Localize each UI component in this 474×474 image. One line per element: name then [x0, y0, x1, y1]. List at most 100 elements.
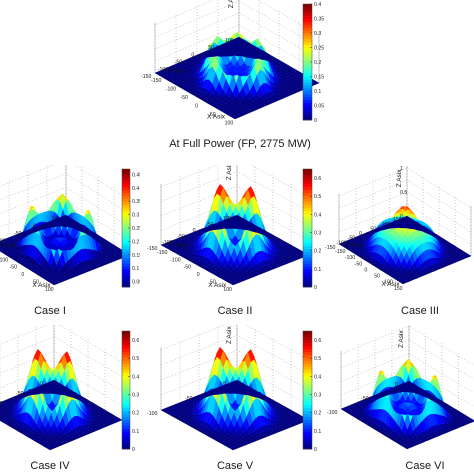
- colorbar-tick-label: 0: [314, 447, 317, 453]
- surface: [340, 358, 474, 450]
- surface: [160, 347, 310, 451]
- colorbar-step: [122, 204, 130, 208]
- colorbar-step: [303, 425, 312, 429]
- colorbar-step: [303, 207, 312, 211]
- y-tick-label: 50: [208, 45, 214, 51]
- x-tick-label: -50: [180, 95, 188, 101]
- colorbar-tick-label: 0: [314, 118, 317, 124]
- colorbar-step: [122, 416, 130, 420]
- colorbar-step: [303, 225, 312, 229]
- grid-line: [340, 353, 474, 394]
- colorbar-frame: [121, 330, 131, 450]
- surface: [0, 349, 123, 451]
- colorbar-step: [303, 183, 312, 188]
- colorbar-step: [122, 257, 130, 261]
- z-axis-label: Z Asix: [398, 330, 405, 348]
- x-tick-label: -50: [183, 265, 191, 271]
- y-tick-label: 100: [223, 216, 232, 222]
- colorbar-step: [303, 210, 312, 214]
- x-tick-label: -150: [335, 249, 345, 255]
- z-tick-label: 0: [400, 214, 403, 220]
- colorbar-step: [303, 419, 312, 423]
- colorbar-step: [303, 222, 312, 226]
- colorbar: 0 0.1 0.2 0.3 0.4 0.5 0.6: [302, 330, 321, 453]
- colorbar-tick-label: 0.25: [132, 226, 140, 232]
- colorbar-tick-label: 0.45: [132, 172, 140, 178]
- grid-line: [0, 173, 131, 214]
- colorbar-step: [303, 440, 312, 444]
- colorbar-step: [303, 260, 312, 264]
- caption-case-ii: Case II: [217, 305, 253, 317]
- surface-chart-case-iii: -150-100-50050100150150100500-50-100-150…: [325, 165, 472, 292]
- colorbar-step: [122, 333, 130, 338]
- grid-line: [160, 156, 310, 198]
- colorbar-step: [303, 177, 312, 182]
- colorbar-tick-label: 0.6: [314, 338, 321, 344]
- colorbar-step: [122, 369, 130, 373]
- colorbar-step: [303, 372, 312, 376]
- y-tick-label: 0: [33, 224, 36, 230]
- colorbar-tick-label: 0.4: [314, 212, 321, 218]
- colorbar-step: [303, 73, 312, 77]
- colorbar-tick-label: 0.35: [314, 17, 324, 23]
- colorbar-tick-label: 0.2: [314, 60, 321, 66]
- colorbar-step: [122, 342, 130, 347]
- x-axis-label: X Asix: [208, 282, 227, 289]
- axis-labels: X Asix Y Asix: [0, 242, 51, 289]
- colorbar-step: [122, 254, 130, 258]
- colorbar-step: [303, 79, 312, 83]
- y-tick-label: 100: [225, 38, 234, 44]
- surface-patch: [62, 214, 69, 219]
- colorbar-tick-label: 0.25: [314, 46, 324, 52]
- colorbar: 0.05 0.1 0.15 0.2 0.25 0.3 0.35 0.4 0.45: [121, 168, 142, 288]
- colorbar-step: [303, 35, 312, 40]
- y-tick-label: -50: [175, 60, 183, 66]
- y-tick-label: -150: [325, 245, 335, 251]
- colorbar-tick-label: 0.4: [314, 2, 321, 8]
- colorbar-step: [303, 407, 312, 412]
- colorbar-tick-label: 0.2: [132, 411, 139, 417]
- z-axis-label: Z Asix: [226, 326, 233, 344]
- surface-patch: [50, 379, 58, 384]
- colorbar-step: [122, 284, 130, 288]
- colorbar-step: [122, 378, 130, 382]
- colorbar-step: [303, 24, 312, 28]
- y-tick-label: 0: [223, 381, 226, 387]
- colorbar-step: [303, 339, 312, 344]
- colorbar-step: [122, 195, 130, 199]
- axis-labels: Z Asix: [398, 330, 405, 348]
- colorbar-step: [122, 348, 130, 353]
- colorbar-tick-label: 0.4: [132, 186, 139, 192]
- y-tick-label: -100: [0, 239, 5, 245]
- x-tick-label: -100: [170, 257, 180, 263]
- colorbar-step: [303, 410, 312, 414]
- surface-patch: [405, 380, 413, 384]
- y-tick-label: -150: [141, 74, 151, 80]
- colorbar-step: [122, 331, 130, 335]
- colorbar-step: [122, 251, 130, 255]
- panel-case-v: 0 -50 -100 Z Asix 0 0.1 0.2 0.3 0.4 0.5 0.6: [140, 317, 335, 460]
- colorbar-step: [303, 443, 312, 447]
- colorbar-step: [303, 70, 312, 74]
- grid-line: [160, 319, 310, 361]
- grid-line: [160, 171, 310, 212]
- y-tick-label: -100: [336, 240, 346, 246]
- colorbar-step: [303, 422, 312, 426]
- colorbar-step: [303, 198, 312, 202]
- grid-line: [154, 12, 320, 60]
- colorbar-step: [303, 248, 312, 252]
- x-axis-label: X Asix: [381, 281, 400, 288]
- panel-case-ii: -150 -100 -50 0 50 100 100 50 0 -50 -100 -150 X Asix…: [140, 154, 335, 295]
- y-tick-label: -100: [158, 67, 168, 73]
- colorbar-step: [122, 269, 130, 273]
- colorbar-frame: [302, 168, 313, 288]
- caption-case-iv: Case IV: [30, 460, 70, 472]
- colorbar-step: [303, 62, 312, 66]
- x-tick-label: 50: [210, 279, 216, 285]
- colorbar-step: [303, 195, 312, 199]
- colorbar-step: [122, 336, 130, 341]
- colorbar: 0 0.05 0.1 0.15 0.2 0.25 0.3 0.35 0.4: [302, 2, 324, 124]
- colorbar-step: [122, 207, 130, 211]
